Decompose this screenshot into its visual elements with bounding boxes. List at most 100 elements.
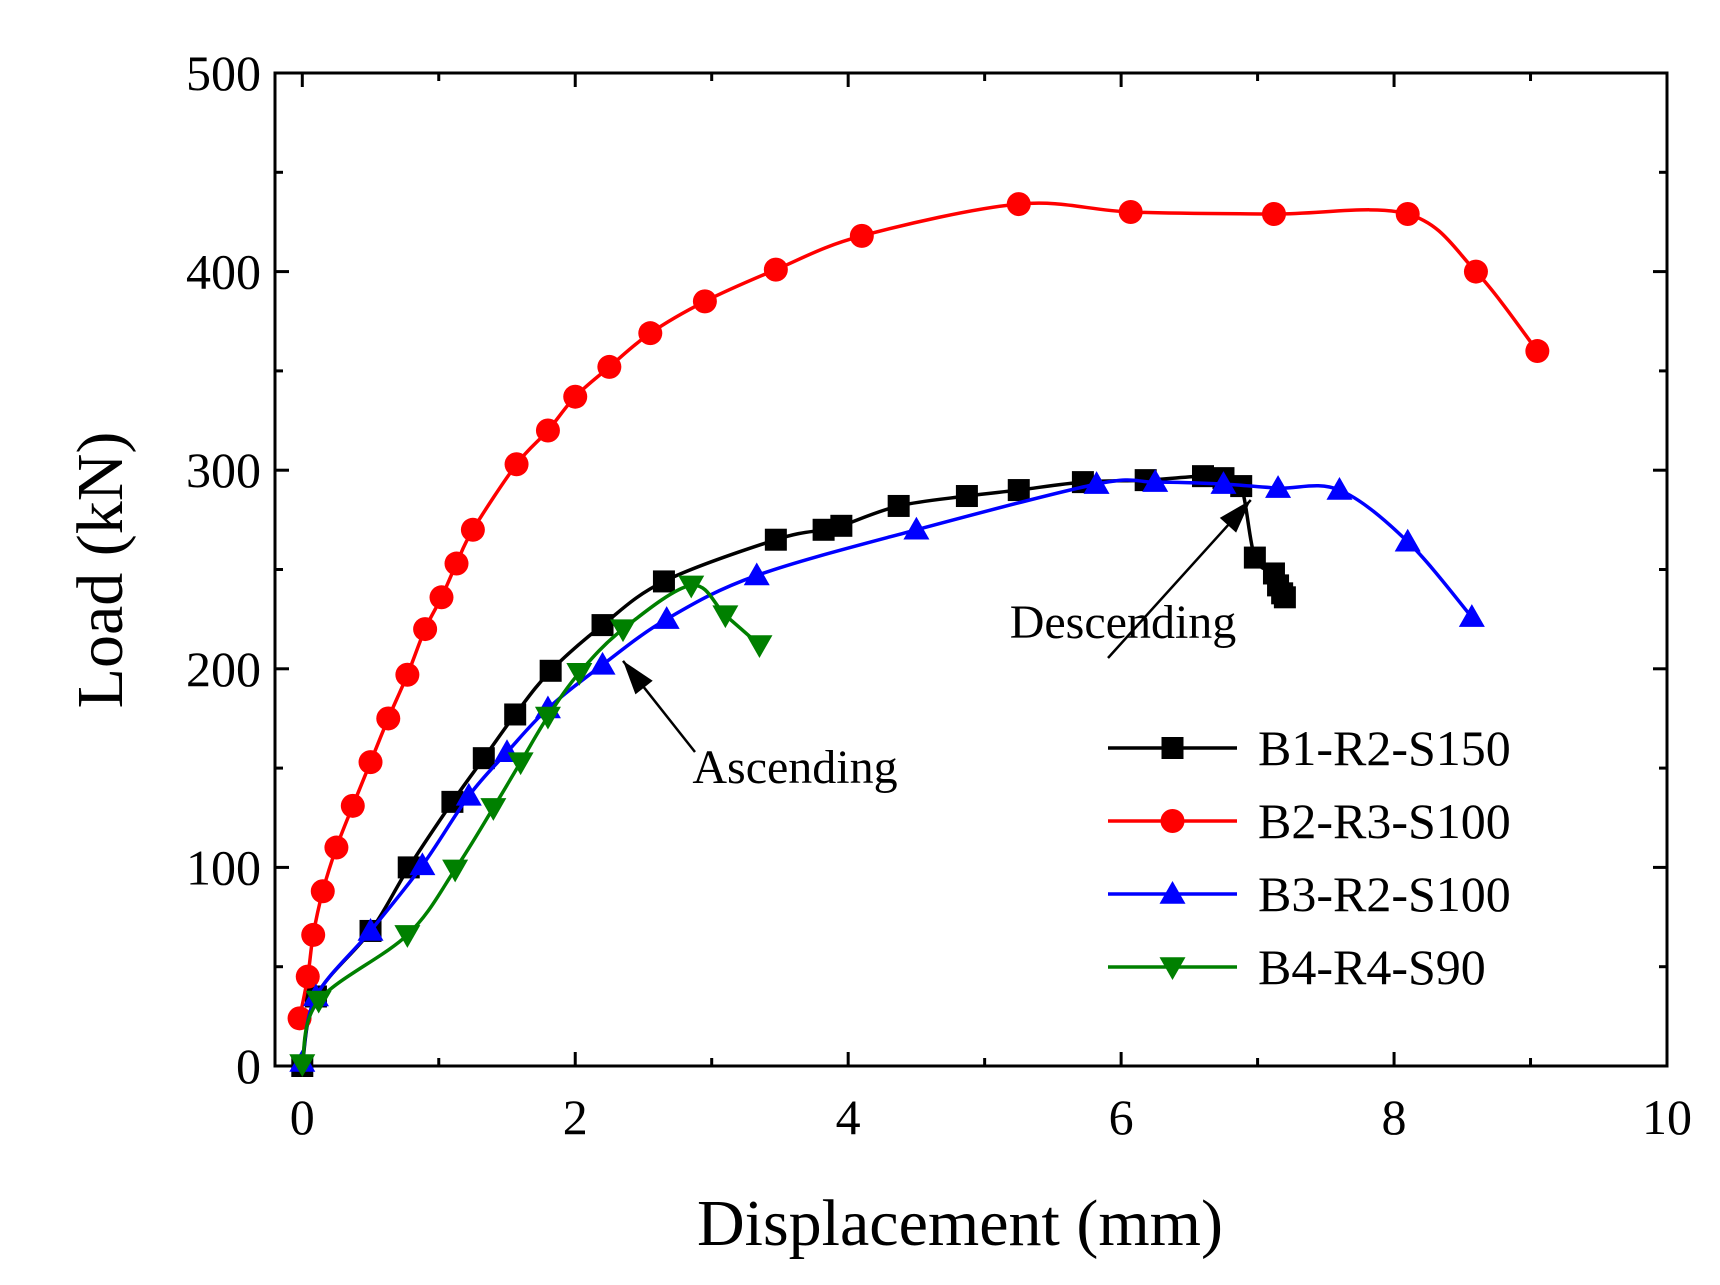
data-point <box>1463 259 1488 284</box>
data-point <box>849 223 874 248</box>
legend-item: B4-R4-S90 <box>1108 939 1486 995</box>
y-tick-label: 500 <box>186 45 261 101</box>
data-point <box>610 619 636 643</box>
x-tick-label: 8 <box>1382 1089 1407 1145</box>
data-point <box>1142 469 1169 492</box>
data-point <box>507 752 534 776</box>
data-point <box>653 606 680 629</box>
x-tick-label: 6 <box>1109 1089 1134 1145</box>
data-point <box>394 925 421 948</box>
data-point <box>455 782 482 806</box>
y-tick-label: 100 <box>186 839 261 895</box>
data-point <box>409 852 436 876</box>
series-B2-R3-S100 <box>287 192 1550 1031</box>
y-tick-label: 400 <box>186 244 261 300</box>
data-point <box>589 651 616 675</box>
data-point <box>460 517 485 542</box>
data-point <box>638 321 663 346</box>
legend-label: B2-R3-S100 <box>1258 793 1511 849</box>
legend: B1-R2-S150 B2-R3-S100 B3-R2-S100 B4-R4-S90 <box>1108 720 1511 995</box>
x-tick-label: 0 <box>290 1089 315 1145</box>
data-point <box>746 635 773 658</box>
annotation-arrow-head <box>623 660 653 695</box>
data-point <box>442 859 469 883</box>
data-point <box>395 662 420 687</box>
data-point <box>1265 475 1292 498</box>
data-point <box>376 706 401 731</box>
data-point <box>429 585 454 610</box>
data-point <box>289 1054 316 1078</box>
legend-label: B4-R4-S90 <box>1258 939 1486 995</box>
data-point <box>310 879 335 904</box>
data-point <box>597 354 622 379</box>
data-point <box>764 528 787 551</box>
y-tick-label: 300 <box>186 442 261 498</box>
legend-label: B3-R2-S100 <box>1258 866 1511 922</box>
x-tick-label: 10 <box>1642 1089 1692 1145</box>
data-point <box>1210 471 1237 494</box>
legend-item: B2-R3-S100 <box>1108 793 1511 849</box>
data-point <box>305 990 332 1014</box>
data-point <box>1006 192 1031 217</box>
legend-item: B1-R2-S150 <box>1108 720 1511 776</box>
annotation-arrow-line <box>1107 499 1252 659</box>
series-layer <box>287 192 1550 1078</box>
data-point <box>295 964 320 989</box>
data-point <box>763 257 788 282</box>
data-point <box>566 663 593 686</box>
data-point <box>1394 528 1421 552</box>
data-point <box>504 703 527 726</box>
y-tick-label: 200 <box>186 641 261 697</box>
data-point <box>357 917 384 941</box>
data-point <box>591 614 614 637</box>
data-point <box>830 514 853 537</box>
x-tick-label: 4 <box>836 1089 861 1145</box>
data-point <box>1243 546 1266 569</box>
legend-item: B3-R2-S100 <box>1108 866 1511 922</box>
data-point <box>413 617 438 642</box>
data-point <box>358 750 383 775</box>
data-point <box>1007 479 1030 502</box>
data-point <box>340 793 365 818</box>
data-point <box>534 706 561 730</box>
data-point <box>812 518 835 541</box>
x-axis-title: Displacement (mm) <box>697 1187 1223 1260</box>
data-point <box>480 798 507 821</box>
data-point <box>955 485 978 508</box>
series-B4-R4-S90 <box>289 575 773 1078</box>
legend-marker <box>1160 809 1185 833</box>
data-point <box>1261 202 1286 227</box>
data-point <box>712 605 739 629</box>
data-point <box>539 659 562 682</box>
data-point <box>563 384 588 409</box>
annotation-arrow-head <box>1219 499 1251 533</box>
data-point <box>1273 586 1296 609</box>
data-point <box>692 289 717 314</box>
data-point <box>743 562 770 586</box>
data-point <box>1395 202 1420 227</box>
data-point <box>652 570 675 593</box>
data-point <box>1118 200 1143 225</box>
data-point <box>887 494 910 517</box>
data-point <box>504 452 529 477</box>
data-point <box>1458 604 1485 627</box>
series-line <box>300 583 761 1065</box>
data-point <box>1326 477 1353 500</box>
y-tick-label: 0 <box>236 1038 261 1094</box>
data-point <box>324 835 349 860</box>
data-point <box>441 790 464 813</box>
data-point <box>301 922 326 947</box>
legend-label: B1-R2-S150 <box>1258 720 1511 776</box>
legend-marker <box>1161 737 1184 759</box>
y-axis-title: Load (kN) <box>64 432 137 709</box>
legend-marker <box>1159 881 1186 904</box>
x-tick-label: 2 <box>563 1089 588 1145</box>
data-point <box>472 747 495 770</box>
data-point <box>1083 471 1110 494</box>
data-point <box>444 551 469 576</box>
data-point <box>903 516 930 540</box>
data-point <box>1525 339 1550 364</box>
